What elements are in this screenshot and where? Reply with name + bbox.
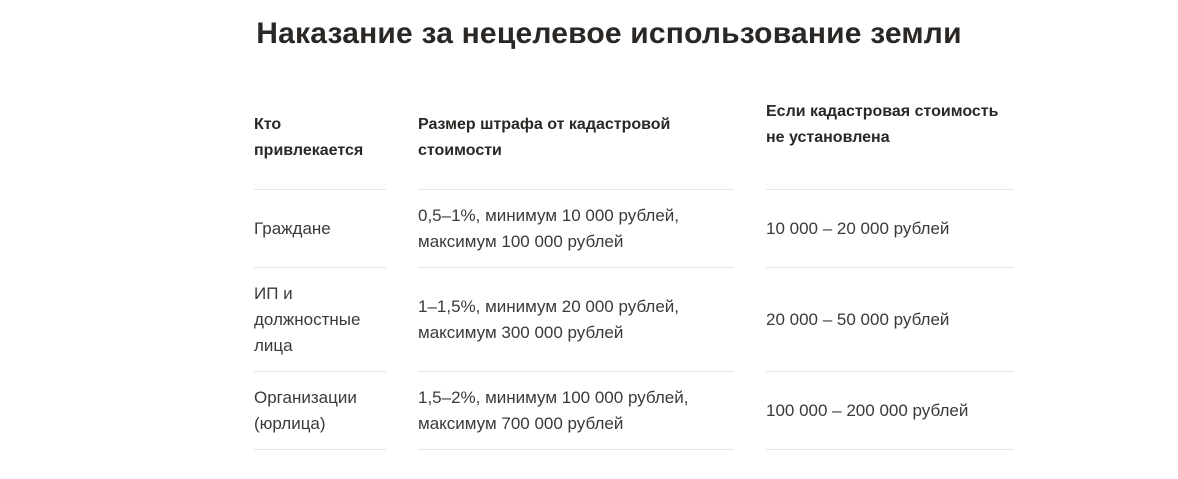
cell-fine-ip: 1–1,5%, минимум 20 000 рублей, максимум … [418,296,680,342]
divider [766,267,1014,268]
divider [418,371,734,372]
cell-fixed-organizations: 100 000 – 200 000 рублей [766,400,969,420]
page-title: Наказание за нецелевое использование зем… [256,17,962,50]
divider [766,189,1014,190]
divider [254,189,386,190]
cell-fine-organizations: 1,5–2%, минимум 100 000 рублей, максимум… [418,387,689,433]
header-fine-cadastral: Размер штрафа от кадастровой стоимости [418,116,671,159]
divider [766,449,1014,450]
divider [418,189,734,190]
header-who: Кто привлекается [254,116,364,159]
cell-who-citizens: Граждане [254,218,331,238]
cell-fine-citizens: 0,5–1%, минимум 10 000 рублей, максимум … [418,205,680,251]
divider [766,371,1014,372]
divider [254,267,386,268]
cell-fixed-ip: 20 000 – 50 000 рублей [766,309,950,329]
cell-who-organizations: Организации (юрлица) [254,387,357,433]
divider [418,449,734,450]
cell-fixed-citizens: 10 000 – 20 000 рублей [766,218,950,238]
divider [254,371,386,372]
header-fine-no-cadastral: Если кадастровая стоимость не установлен… [766,103,999,146]
divider [418,267,734,268]
divider [254,449,386,450]
cell-who-ip: ИП и должностные лица [254,283,361,355]
